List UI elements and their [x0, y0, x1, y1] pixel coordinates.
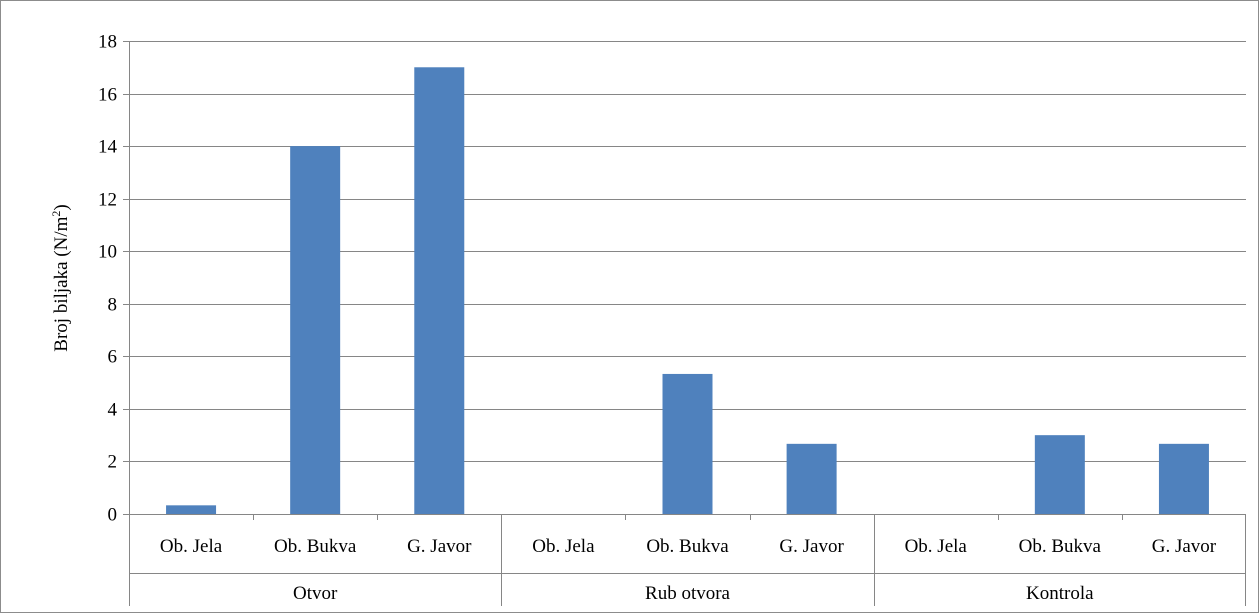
bar-0-2 [414, 67, 465, 515]
x-group-label-2: Kontrola [1026, 583, 1094, 604]
bars [166, 67, 1209, 515]
x-category-label-2-0: Ob. Jela [905, 536, 968, 557]
y-axis-title-main: Broj biljaka (N/m [51, 216, 72, 351]
x-category-label-0-2: G. Javor [407, 536, 472, 557]
bar-2-1 [1034, 435, 1085, 514]
x-category-label-0-0: Ob. Jela [160, 536, 223, 557]
bar-0-1 [290, 146, 341, 514]
x-group-label-0: Otvor [293, 583, 338, 604]
x-category-label-1-2: G. Javor [779, 536, 844, 557]
bar-0-0 [166, 505, 217, 514]
y-tick-label-8: 8 [108, 295, 118, 316]
bar-1-2 [786, 443, 837, 514]
y-tick-label-2: 2 [108, 452, 118, 473]
y-tick-label-6: 6 [108, 347, 118, 368]
x-group-label-1: Rub otvora [645, 583, 731, 604]
y-tick-label-14: 14 [98, 137, 118, 158]
axes [123, 41, 1246, 606]
y-tick-labels: 0 2 4 6 8 10 12 14 16 18 [98, 32, 118, 526]
x-category-label-1-1: Ob. Bukva [646, 536, 729, 557]
y-axis-title-superscript: 2 [49, 211, 63, 217]
y-axis-title: Broj biljaka (N/m2) [49, 204, 72, 351]
y-tick-label-16: 16 [98, 85, 117, 106]
x-category-label-0-1: Ob. Bukva [274, 536, 357, 557]
x-category-labels: Ob. Jela Ob. Bukva G. Javor Ob. Jela Ob. Buk… [160, 536, 1217, 557]
y-tick-label-18: 18 [98, 32, 117, 53]
x-category-label-2-2: G. Javor [1152, 536, 1217, 557]
bar-2-2 [1158, 443, 1209, 514]
y-tick-label-10: 10 [98, 242, 117, 263]
y-axis-title-tail: ) [51, 204, 72, 210]
x-category-label-1-0: Ob. Jela [532, 536, 595, 557]
x-category-label-2-1: Ob. Bukva [1019, 536, 1102, 557]
x-group-labels: Otvor Rub otvora Kontrola [293, 583, 1094, 604]
y-tick-label-0: 0 [108, 505, 118, 526]
bar-1-1 [662, 373, 713, 514]
y-tick-label-4: 4 [108, 400, 118, 421]
y-tick-label-12: 12 [98, 190, 117, 211]
